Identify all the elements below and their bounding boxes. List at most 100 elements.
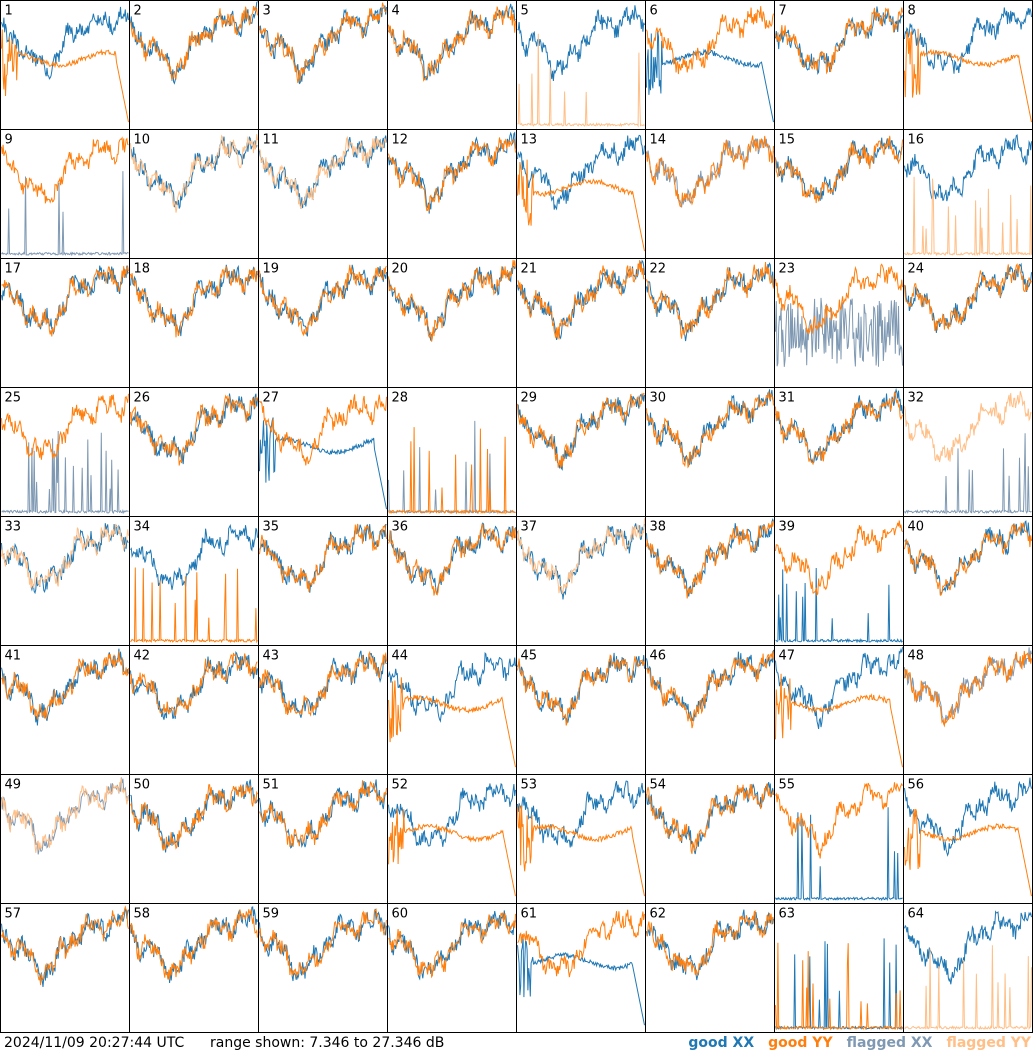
- panel-25-yy-line: [1, 393, 129, 460]
- panel-42-xx-line: [130, 650, 258, 720]
- panel-8: 8: [903, 0, 1033, 130]
- panel-29-yy-line: [517, 392, 645, 468]
- panel-49-yy-line: [1, 778, 129, 853]
- panel-frame: [516, 516, 646, 646]
- panel-9: 9: [0, 129, 130, 259]
- panel-24: 24: [903, 258, 1033, 388]
- panel-42-yy-line: [130, 652, 258, 717]
- panel-label: 63: [779, 907, 796, 922]
- panel-56: 56: [903, 774, 1033, 904]
- panel-label: 17: [5, 262, 22, 277]
- panel-label: 54: [650, 778, 667, 793]
- panel-12: 12: [387, 129, 517, 259]
- panel-13-yy-line: [517, 159, 645, 252]
- panel-frame: [903, 387, 1033, 517]
- panel-57-yy-line: [1, 905, 129, 986]
- panel-36-xx-line: [388, 522, 516, 595]
- panel-frame: [387, 258, 517, 388]
- panel-41-yy-line: [1, 651, 129, 720]
- panel-label: 29: [521, 391, 538, 406]
- panel-label: 31: [779, 391, 796, 406]
- panel-label: 3: [263, 4, 271, 19]
- panel-label: 8: [908, 4, 916, 19]
- panel-38-xx-line: [646, 518, 774, 597]
- panel-45-yy-line: [517, 654, 645, 726]
- panel-47-yy-line: [775, 673, 903, 768]
- panel-frame: [645, 516, 775, 646]
- panel-16: 16: [903, 129, 1033, 259]
- panel-label: 52: [392, 778, 409, 793]
- panel-label: 6: [650, 4, 658, 19]
- panel-1-xx-line: [1, 6, 129, 80]
- panel-label: 22: [650, 262, 667, 277]
- panel-label: 5: [521, 4, 529, 19]
- panel-47-xx-line: [775, 647, 903, 729]
- panel-64-xx-line: [904, 910, 1032, 985]
- panel-60-yy-line: [388, 912, 516, 979]
- panel-28-yy-line: [388, 427, 516, 515]
- panel-21-yy-line: [517, 259, 645, 340]
- panel-43: 43: [258, 645, 388, 775]
- panel-23-xx-line: [775, 297, 903, 367]
- panel-frame: [645, 258, 775, 388]
- panel-label: 46: [650, 649, 667, 664]
- panel-9-xx-line: [1, 171, 129, 257]
- panel-42: 42: [129, 645, 259, 775]
- panel-frame: [387, 645, 517, 775]
- panel-11-xx-line: [259, 135, 387, 209]
- panel-13-xx-line: [517, 134, 645, 211]
- panel-label: 50: [134, 778, 151, 793]
- panel-15-yy-line: [775, 135, 903, 204]
- panel-frame: [516, 645, 646, 775]
- panel-label: 51: [263, 778, 280, 793]
- panel-27: 27: [258, 387, 388, 517]
- panel-label: 36: [392, 520, 409, 535]
- panel-39-xx-line: [775, 567, 903, 644]
- panel-1: 1: [0, 0, 130, 130]
- range-text: range shown: 7.346 to 27.346 dB: [210, 1035, 445, 1051]
- panel-label: 62: [650, 907, 667, 922]
- panel-label: 14: [650, 133, 667, 148]
- panel-label: 1: [5, 4, 13, 19]
- panel-20: 20: [387, 258, 517, 388]
- legend-flagged-xx: flagged XX: [846, 1035, 933, 1051]
- panel-63: 63: [774, 903, 904, 1033]
- panel-label: 28: [392, 391, 409, 406]
- panel-frame: [645, 129, 775, 259]
- panel-label: 32: [908, 391, 925, 406]
- panel-49: 49: [0, 774, 130, 904]
- panel-19-yy-line: [259, 264, 387, 337]
- panel-label: 39: [779, 520, 796, 535]
- panel-19: 19: [258, 258, 388, 388]
- panel-27-yy-line: [259, 394, 387, 466]
- panel-frame: [387, 774, 517, 904]
- panel-label: 42: [134, 649, 151, 664]
- panel-label: 27: [263, 391, 280, 406]
- panel-label: 48: [908, 649, 925, 664]
- panel-55-yy-line: [775, 782, 903, 859]
- panel-label: 47: [779, 649, 796, 664]
- panel-54-yy-line: [646, 783, 774, 855]
- panel-label: 13: [521, 133, 538, 148]
- panel-frame: [903, 903, 1033, 1033]
- panel-label: 18: [134, 262, 151, 277]
- panel-30: 30: [645, 387, 775, 517]
- panel-label: 60: [392, 907, 409, 922]
- legend-flagged-yy: flagged YY: [946, 1035, 1031, 1051]
- panel-label: 44: [392, 649, 409, 664]
- panel-53: 53: [516, 774, 646, 904]
- panel-label: 25: [5, 391, 22, 406]
- panel-frame: [258, 258, 388, 388]
- panel-58: 58: [129, 903, 259, 1033]
- panel-frame: [516, 129, 646, 259]
- panel-label: 12: [392, 133, 409, 148]
- panel-50-yy-line: [130, 784, 258, 851]
- panel-39-yy-line: [775, 520, 903, 597]
- panel-32: 32: [903, 387, 1033, 517]
- panel-22-yy-line: [646, 261, 774, 339]
- panel-38: 38: [645, 516, 775, 646]
- panel-35-yy-line: [259, 523, 387, 593]
- panel-frame: [387, 129, 517, 259]
- panel-9-yy-line: [1, 136, 129, 204]
- panel-3-xx-line: [259, 5, 387, 85]
